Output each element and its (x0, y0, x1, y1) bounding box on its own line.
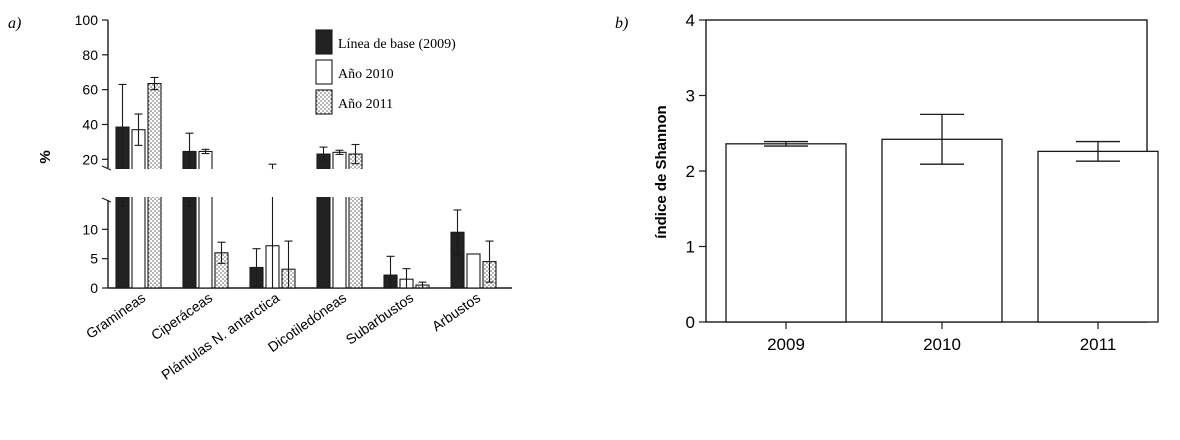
axis-break-mark-a (101, 197, 112, 203)
x-tick-label-a: Arbustos (429, 289, 483, 334)
x-tick-label-a: Plántulas N. antarctica (158, 289, 282, 383)
bar-a (131, 129, 146, 289)
y-tick-label-b: 0 (686, 313, 695, 332)
x-tick-label-a: Subarbustos (343, 289, 417, 347)
x-tick-label-b: 2010 (923, 335, 961, 354)
bar-b (725, 143, 847, 323)
bar-a (466, 253, 481, 289)
bars-a (112, 76, 508, 289)
y-tick-label-a: 60 (82, 82, 98, 98)
chart-a: a) % 0 5 10 20 40 60 80 100 Gramineas Ciperáceas… (8, 12, 512, 383)
y-tick-label-a: 80 (82, 47, 98, 63)
legend-swatch-a (315, 89, 333, 115)
x-tick-label-b: 2011 (1080, 335, 1117, 354)
y-tick-label-b: 3 (686, 87, 695, 106)
y-tick-label-b: 1 (686, 238, 695, 257)
legend-swatch-a (315, 59, 333, 85)
axis-break-gap-a (112, 169, 508, 197)
x-tick-label-a: Ciperáceas (148, 289, 215, 343)
y-tick-label-a: 5 (90, 251, 98, 267)
axes-a (101, 20, 512, 289)
y-axis-label-a: % (37, 150, 54, 163)
panel-label-a: a) (8, 15, 21, 32)
y-tick-label-a: 20 (82, 151, 98, 167)
bar-b (881, 138, 1003, 323)
bars-b (725, 113, 1159, 323)
bar-b (1037, 150, 1159, 323)
y-tick-label-b: 4 (686, 11, 695, 30)
legend-label-a: Línea de base (2009) (338, 37, 456, 52)
legend-a: Línea de base (2009) Año 2010 Año 2011 (315, 29, 456, 115)
y-tick-label-a: 40 (82, 116, 98, 132)
y-axis-label-b: índice de Shannon (653, 105, 670, 238)
legend-label-a: Año 2011 (338, 97, 393, 112)
legend-label-a: Año 2010 (338, 67, 394, 82)
panel-label-b: b) (615, 15, 628, 32)
chart-b: b) índice de Shannon 0 1 2 3 4 2009 2010 2011 (615, 11, 1159, 354)
y-tick-label-a: 10 (82, 221, 98, 237)
y-tick-label-a: 0 (90, 280, 98, 296)
ticks-b: 0 1 2 3 4 2009 2010 2011 (686, 11, 1117, 354)
axis-break-mark-a (101, 165, 112, 171)
x-tick-label-b: 2009 (767, 335, 805, 354)
legend-swatch-a (315, 29, 333, 55)
y-tick-label-b: 2 (686, 162, 695, 181)
y-tick-label-a: 100 (75, 12, 99, 28)
x-tick-label-a: Gramineas (83, 289, 148, 341)
ticks-a: 0 5 10 20 40 60 80 100 (75, 12, 108, 296)
